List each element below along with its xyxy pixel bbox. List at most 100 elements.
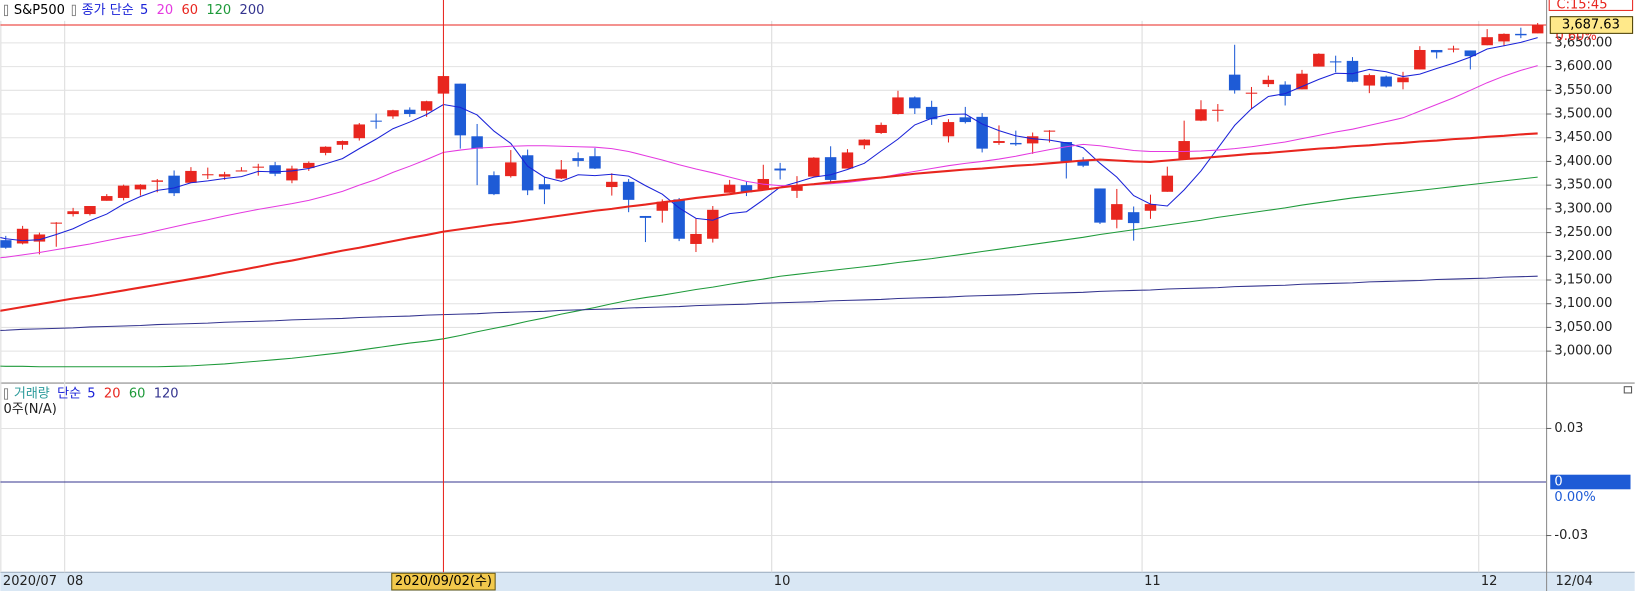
candle-body bbox=[454, 83, 467, 136]
candle-body bbox=[993, 141, 1005, 143]
candle-body bbox=[151, 180, 164, 182]
candle-body bbox=[1363, 75, 1376, 86]
y-tick-label: 3,350.00 bbox=[1554, 178, 1612, 193]
legend-entry[interactable]: 20 bbox=[157, 3, 174, 18]
y-tick-label: 3,500.00 bbox=[1554, 107, 1612, 122]
candle-body bbox=[117, 185, 130, 198]
legend-handle bbox=[4, 388, 9, 400]
y-tick-label: 3,250.00 bbox=[1554, 225, 1612, 240]
moving-average-line bbox=[0, 176, 1538, 368]
candle-body bbox=[1094, 188, 1106, 223]
legend-entry[interactable]: 120 bbox=[206, 3, 231, 18]
candle-body bbox=[572, 158, 584, 161]
candle-body bbox=[521, 155, 534, 191]
time-box bbox=[1548, 0, 1634, 11]
candle-body bbox=[1144, 204, 1157, 211]
candle-body bbox=[841, 152, 854, 169]
chart-title: 거래량 bbox=[14, 386, 50, 401]
candle-body bbox=[1464, 50, 1477, 57]
candle-body bbox=[202, 174, 214, 176]
legend-entry[interactable]: 5 bbox=[140, 3, 148, 18]
moving-average-line bbox=[0, 132, 1538, 312]
candle-body bbox=[622, 181, 635, 200]
y-tick-label: 3,650.00 bbox=[1554, 35, 1612, 50]
candle-body bbox=[1195, 109, 1207, 121]
candle-body bbox=[1228, 74, 1241, 91]
candle-body bbox=[387, 110, 399, 117]
moving-average-line bbox=[0, 65, 1538, 259]
candle-body bbox=[1026, 136, 1039, 144]
volume-subtitle: 0주(N/A) bbox=[3, 402, 56, 417]
legend-entry[interactable]: 20 bbox=[104, 386, 121, 401]
y-tick-label: 3,000.00 bbox=[1554, 344, 1612, 359]
candle-body bbox=[0, 240, 12, 248]
time-label: C:15:45 bbox=[1557, 0, 1608, 13]
candle-body bbox=[303, 162, 315, 169]
moving-average-line bbox=[0, 275, 1538, 331]
candle-body bbox=[1212, 109, 1224, 111]
candle-body bbox=[791, 186, 803, 191]
candle-body bbox=[639, 215, 652, 218]
candle-body bbox=[168, 175, 180, 194]
crosshair-label: 2020/09/02(수) bbox=[395, 574, 492, 589]
candle-body bbox=[84, 206, 96, 215]
candle-body bbox=[589, 156, 601, 169]
candle-body bbox=[319, 146, 332, 153]
x-tick-label: 10 bbox=[774, 574, 791, 589]
candle-body bbox=[942, 122, 955, 137]
candle-body bbox=[185, 170, 197, 183]
candle-body bbox=[892, 97, 904, 115]
candle-body bbox=[656, 201, 669, 211]
candle-body bbox=[1515, 33, 1527, 36]
candle-body bbox=[1010, 142, 1022, 145]
candle-body bbox=[1447, 48, 1460, 50]
candle-body bbox=[404, 109, 416, 115]
moving-average-line bbox=[0, 37, 1538, 242]
candle-body bbox=[353, 124, 366, 139]
candle-body bbox=[1178, 141, 1190, 159]
candle-body bbox=[1262, 79, 1275, 85]
legend-entry[interactable]: 60 bbox=[129, 386, 146, 401]
current-price-tag bbox=[1549, 16, 1634, 34]
candle-body bbox=[50, 222, 62, 224]
candle-body bbox=[471, 136, 483, 149]
candle-body bbox=[723, 184, 736, 193]
panel-icon[interactable] bbox=[1623, 386, 1633, 394]
candle-body bbox=[1430, 49, 1443, 53]
y-tick-label: 3,300.00 bbox=[1554, 201, 1612, 216]
candle-body bbox=[606, 181, 618, 188]
candle-body bbox=[67, 211, 79, 215]
candle-body bbox=[1481, 37, 1493, 46]
y-tick-label: 3,600.00 bbox=[1554, 59, 1612, 74]
candle-body bbox=[420, 101, 433, 111]
price-plot bbox=[0, 22, 1547, 368]
x-tick-label: 12 bbox=[1481, 574, 1498, 589]
candle-body bbox=[1397, 77, 1409, 83]
y-tick-label: 3,200.00 bbox=[1554, 249, 1612, 264]
candle-body bbox=[252, 166, 265, 168]
candle-body bbox=[925, 106, 938, 120]
legend-entry[interactable]: 5 bbox=[87, 386, 95, 401]
candle-body bbox=[690, 233, 702, 244]
candle-body bbox=[134, 184, 147, 190]
candle-body bbox=[1531, 25, 1544, 34]
candle-body bbox=[1279, 84, 1291, 96]
candle-body bbox=[808, 157, 820, 177]
candle-body bbox=[959, 117, 972, 123]
candle-body bbox=[673, 199, 685, 239]
current-volume-label: 0 bbox=[1554, 474, 1562, 489]
candle-body bbox=[505, 162, 517, 177]
overlay-layer: 2020/07 08 10 11 12 3,000.00 3,050.00 3,100.00 3… bbox=[3, 0, 1634, 591]
y-tick-label: -0.03 bbox=[1554, 528, 1588, 543]
legend-entry[interactable]: 120 bbox=[154, 386, 179, 401]
candle-body bbox=[707, 209, 719, 239]
legend-entry[interactable]: 200 bbox=[240, 3, 265, 18]
candle-body bbox=[824, 157, 837, 180]
candle-body bbox=[1313, 53, 1325, 67]
crosshair-label-box bbox=[391, 572, 496, 591]
legend-handle bbox=[71, 4, 76, 17]
candle-body bbox=[1161, 175, 1174, 192]
legend-entry[interactable]: 60 bbox=[181, 3, 198, 18]
candle-body bbox=[235, 170, 248, 172]
